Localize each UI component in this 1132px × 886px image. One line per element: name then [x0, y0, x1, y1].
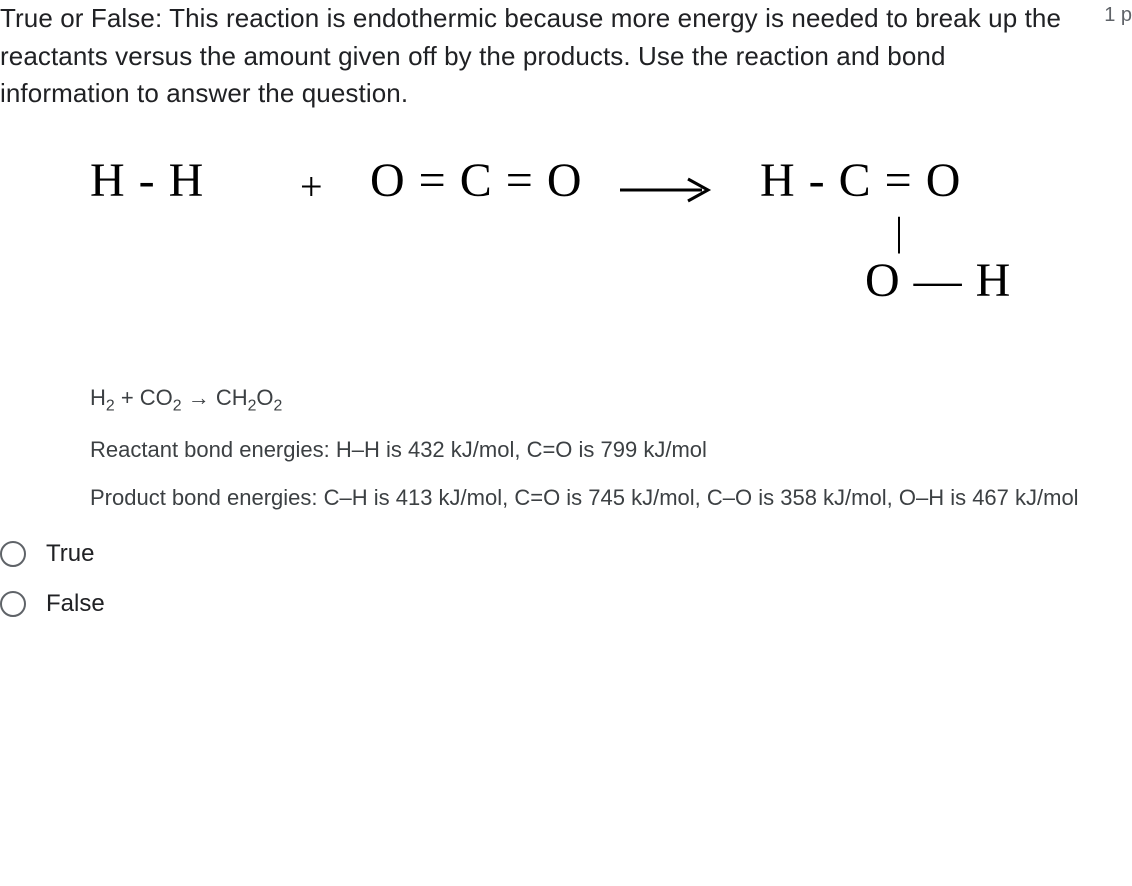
equation-text: H2 + CO2 → CH2O2 — [90, 383, 1082, 417]
product-line1: H - C = O — [760, 153, 961, 208]
eq-sub2: 2 — [173, 397, 182, 414]
radio-true[interactable] — [0, 541, 26, 567]
eq-part1: H — [90, 385, 106, 410]
radio-false[interactable] — [0, 591, 26, 617]
eq-part2: + CO — [115, 385, 173, 410]
eq-part4: O — [256, 385, 273, 410]
option-true-label: True — [46, 540, 94, 568]
reaction-arrow-icon — [620, 175, 720, 205]
option-true[interactable]: True — [0, 540, 1132, 568]
reactant-bond-energies: Reactant bond energies: H–H is 432 kJ/mo… — [90, 435, 1082, 465]
eq-sub4: 2 — [274, 397, 283, 414]
eq-sub1: 2 — [106, 397, 115, 414]
product-bond-down: | — [895, 208, 903, 255]
reactant-h2: H - H — [90, 153, 204, 208]
option-false[interactable]: False — [0, 590, 1132, 618]
eq-part3: → CH — [182, 385, 248, 410]
question-prompt: True or False: This reaction is endother… — [0, 0, 1080, 113]
plus-symbol: + — [300, 163, 323, 210]
reactant-co2: O = C = O — [370, 153, 582, 208]
points-label: 1 p — [1080, 0, 1132, 27]
product-bond-energies: Product bond energies: C–H is 413 kJ/mol… — [90, 483, 1082, 513]
question-row: True or False: This reaction is endother… — [0, 0, 1132, 113]
answer-options: True False — [0, 540, 1132, 618]
product-line2: O — H — [865, 253, 1011, 308]
reaction-diagram: H - H + O = C = O H - C = O | O — H — [90, 153, 1132, 353]
option-false-label: False — [46, 590, 105, 618]
bond-info-block: H2 + CO2 → CH2O2 Reactant bond energies:… — [90, 383, 1082, 512]
quiz-question-container: True or False: This reaction is endother… — [0, 0, 1132, 886]
